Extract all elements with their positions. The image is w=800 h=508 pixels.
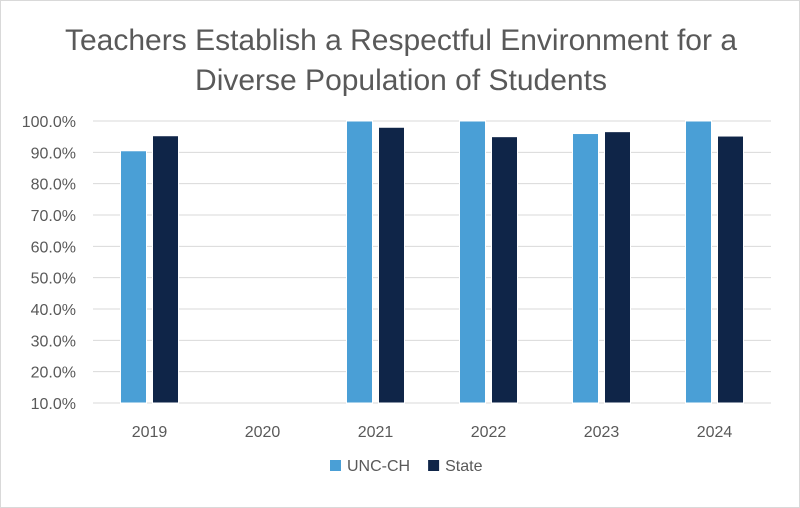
y-tick-label: 30.0% <box>31 333 76 350</box>
legend: UNC-CH State <box>330 458 483 475</box>
bar-unc-ch-2019 <box>120 150 147 404</box>
x-axis-ticks: 2019 2020 2021 2022 2023 2024 <box>132 424 733 441</box>
x-tick-label: 2020 <box>245 424 281 441</box>
y-tick-label: 50.0% <box>31 271 76 288</box>
y-tick-label: 40.0% <box>31 302 76 319</box>
bars <box>120 120 744 404</box>
y-tick-label: 100.0% <box>22 114 76 131</box>
y-tick-label: 80.0% <box>31 177 76 194</box>
bar-unc-ch-2022 <box>459 120 486 404</box>
x-tick-label: 2019 <box>132 424 168 441</box>
y-tick-label: 20.0% <box>31 365 76 382</box>
bar-unc-ch-2024 <box>685 120 712 404</box>
y-tick-label: 60.0% <box>31 239 76 256</box>
bar-state-2024 <box>717 135 744 404</box>
y-tick-label: 90.0% <box>31 145 76 162</box>
chart-title-line-1: Teachers Establish a Respectful Environm… <box>65 24 737 57</box>
x-tick-label: 2022 <box>471 424 507 441</box>
legend-swatch <box>330 460 341 471</box>
y-tick-label: 70.0% <box>31 208 76 225</box>
bar-unc-ch-2023 <box>572 133 599 404</box>
bar-state-2023 <box>604 131 631 404</box>
bar-state-2019 <box>152 135 179 404</box>
bar-state-2021 <box>378 126 405 404</box>
gridlines <box>93 120 771 404</box>
y-axis-ticks: 10.0% 20.0% 30.0% 40.0% 50.0% 60.0% 70.0% 80.0%… <box>22 114 76 413</box>
chart-title-line-2: Diverse Population of Students <box>195 64 607 97</box>
bar-state-2022 <box>491 136 518 404</box>
chart-title: Teachers Establish a Respectful Environm… <box>1 21 800 101</box>
x-tick-label: 2024 <box>697 424 733 441</box>
x-tick-label: 2021 <box>358 424 394 441</box>
y-tick-label: 10.0% <box>31 396 76 413</box>
legend-swatch <box>428 460 440 471</box>
legend-label: State <box>445 458 482 475</box>
legend-label: UNC-CH <box>347 458 410 475</box>
bar-unc-ch-2021 <box>346 120 373 404</box>
x-tick-label: 2023 <box>584 424 620 441</box>
